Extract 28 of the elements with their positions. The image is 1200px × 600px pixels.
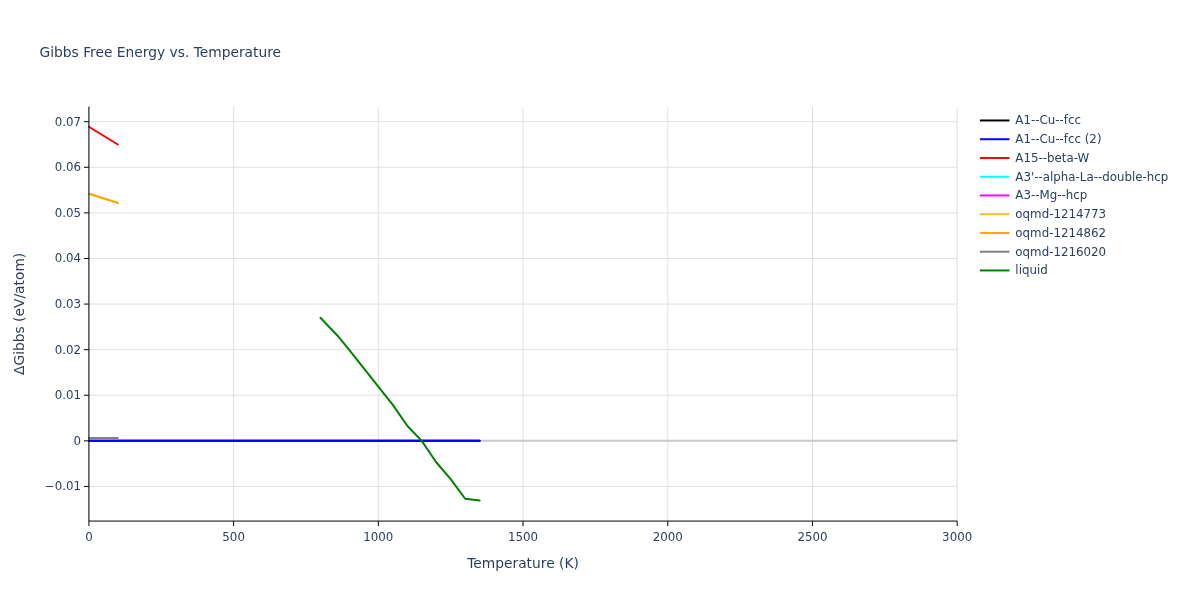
legend-label: A15--beta-W bbox=[1015, 150, 1090, 165]
legend-label: liquid bbox=[1015, 263, 1048, 278]
x-axis-title: Temperature (K) bbox=[466, 555, 579, 572]
x-tick-label: 1500 bbox=[507, 529, 539, 544]
legend-label: oqmd-1216020 bbox=[1015, 244, 1107, 259]
x-tick-label: 0 bbox=[85, 529, 93, 544]
chart-title: Gibbs Free Energy vs. Temperature bbox=[39, 44, 282, 61]
y-tick-label: 0.04 bbox=[54, 251, 82, 266]
y-tick-label: −0.01 bbox=[44, 479, 82, 494]
legend-label: A1--Cu--fcc (2) bbox=[1015, 132, 1102, 147]
x-tick-label: 3000 bbox=[942, 529, 973, 544]
legend-label: A3--Mg--hcp bbox=[1015, 188, 1088, 203]
legend-label: oqmd-1214773 bbox=[1015, 207, 1107, 222]
y-tick-label: 0.01 bbox=[54, 388, 82, 403]
legend-label: oqmd-1214862 bbox=[1015, 225, 1107, 240]
y-axis-title: ΔGibbs (eV/atom) bbox=[10, 252, 27, 375]
y-tick-label: 0.02 bbox=[54, 342, 82, 357]
y-tick-label: 0.05 bbox=[54, 205, 82, 220]
y-tick-label: 0.03 bbox=[54, 297, 82, 312]
x-tick-label: 2000 bbox=[652, 529, 683, 544]
legend-label: A1--Cu--fcc bbox=[1015, 113, 1082, 128]
x-tick-label: 2500 bbox=[797, 529, 828, 544]
y-tick-label: 0.07 bbox=[54, 114, 82, 129]
y-tick-label: 0.06 bbox=[54, 160, 82, 175]
y-tick-label: 0 bbox=[73, 433, 82, 448]
x-tick-label: 1000 bbox=[363, 529, 394, 544]
x-tick-label: 500 bbox=[222, 529, 245, 544]
legend-label: A3'--alpha-La--double-hcp bbox=[1015, 169, 1169, 184]
